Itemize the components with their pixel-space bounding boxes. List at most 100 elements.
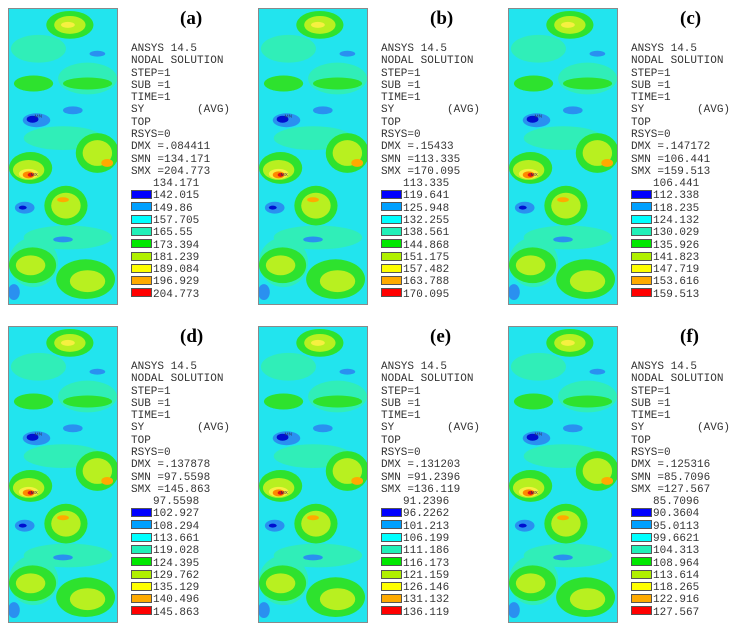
legend-value: 134.171 [153, 178, 200, 190]
legend-swatch [631, 532, 652, 542]
info-line: SY (AVG) [381, 422, 481, 435]
info-line: RSYS=0 [131, 447, 171, 460]
info-line: SUB =1 [131, 397, 171, 410]
legend-swatch [381, 251, 402, 261]
legend-value: 106.199 [403, 532, 450, 545]
legend-swatch [381, 202, 402, 212]
legend-swatch [631, 226, 652, 236]
legend-value: 145.863 [153, 606, 200, 619]
legend-value: 165.55 [153, 227, 193, 240]
legend-value: 153.616 [653, 276, 700, 289]
info-line: ANSYS 14.5 [631, 43, 698, 55]
max-marker: MX [531, 490, 539, 496]
legend-value: 85.7096 [653, 496, 700, 508]
legend-value: 124.132 [653, 214, 700, 227]
legend-swatch [631, 606, 652, 616]
panel-label: (e) [430, 326, 452, 347]
legend-swatch [631, 239, 652, 249]
info-line: TIME=1 [631, 92, 671, 105]
info-line: ANSYS 14.5 [381, 43, 448, 55]
info-line: SY (AVG) [131, 104, 231, 117]
legend-swatch [381, 532, 402, 542]
info-line: SY (AVG) [631, 104, 731, 117]
dmx-value: DMX =.137878 [131, 459, 211, 472]
legend-value: 116.173 [403, 557, 450, 570]
legend-swatch [631, 214, 652, 224]
legend-value: 108.294 [153, 520, 200, 533]
info-line: TIME=1 [631, 410, 671, 423]
info-line: TIME=1 [131, 410, 171, 423]
panel-label: (b) [430, 8, 454, 29]
legend-swatch [631, 251, 652, 261]
info-line: ANSYS 14.5 [631, 361, 698, 373]
solution-info: ANSYS 14.5 NODAL SOLUTION STEP=1 SUB =1 TIME… [631, 361, 730, 496]
info-line: TIME=1 [381, 410, 421, 423]
legend-value: 113.661 [153, 532, 200, 545]
smx-value: SMX =204.773 [131, 165, 211, 178]
min-marker: MN [35, 113, 43, 119]
legend-value: 122.916 [653, 594, 700, 607]
panel-label: (a) [180, 8, 203, 29]
legend-value: 151.175 [403, 251, 450, 264]
legend-value: 141.823 [653, 251, 700, 264]
legend-swatch [381, 520, 402, 530]
legend-value: 196.929 [153, 276, 200, 289]
legend-swatch [131, 532, 152, 542]
info-line: NODAL SOLUTION [381, 373, 474, 386]
info-line: NODAL SOLUTION [631, 373, 724, 386]
legend-swatch [131, 544, 152, 554]
info-line: SUB =1 [381, 397, 421, 410]
legend-swatch [381, 190, 402, 199]
info-line: NODAL SOLUTION [131, 55, 224, 68]
legend-value: 97.5598 [153, 496, 200, 508]
legend-swatch [131, 202, 152, 212]
solution-info: ANSYS 14.5 NODAL SOLUTION STEP=1 SUB =1 TIME… [631, 43, 730, 178]
stress-contour-plot: MN MX [258, 326, 368, 623]
info-line: ANSYS 14.5 [131, 43, 198, 55]
info-line: NODAL SOLUTION [131, 373, 224, 386]
legend-swatch [631, 508, 652, 517]
min-marker: MN [285, 113, 293, 119]
legend-value: 132.255 [403, 214, 450, 227]
info-line: SUB =1 [631, 397, 671, 410]
legend-swatch [631, 263, 652, 273]
legend-swatch [381, 544, 402, 554]
legend-swatch [131, 594, 152, 604]
legend-value: 189.084 [153, 264, 200, 277]
info-line: STEP=1 [631, 67, 671, 80]
legend-swatch [131, 214, 152, 224]
contour-panel: MN MX (f) ANSYS 14.5 NODAL SOLUTION STEP=1 SUB… [500, 318, 737, 630]
smx-value: SMX =136.119 [381, 483, 461, 496]
smx-value: SMX =145.863 [131, 483, 211, 496]
smn-value: SMN =85.7096 [631, 471, 711, 484]
legend-value: 113.614 [653, 569, 700, 582]
legend-value: 159.513 [653, 288, 700, 301]
legend-value: 157.482 [403, 264, 450, 277]
min-marker: MN [35, 431, 43, 437]
legend-value: 127.567 [653, 606, 700, 619]
solution-info: ANSYS 14.5 NODAL SOLUTION STEP=1 SUB =1 TIME… [381, 361, 480, 496]
legend-value: 136.119 [403, 606, 450, 619]
panel-label: (f) [680, 326, 699, 347]
dmx-value: DMX =.131203 [381, 459, 461, 472]
info-line: NODAL SOLUTION [381, 55, 474, 68]
info-line: RSYS=0 [381, 129, 421, 142]
legend-swatch [131, 288, 152, 298]
legend-swatch [131, 226, 152, 236]
legend-value: 108.964 [653, 557, 700, 570]
legend-value: 157.705 [153, 214, 200, 227]
legend-value: 131.132 [403, 594, 450, 607]
legend-swatch [381, 263, 402, 273]
legend-swatch [381, 594, 402, 604]
legend-swatch [381, 214, 402, 224]
info-line: TOP [131, 434, 151, 447]
legend-value: 101.213 [403, 520, 450, 533]
smn-value: SMN =106.441 [631, 153, 711, 166]
legend-value: 173.394 [153, 239, 200, 252]
info-line: TOP [631, 116, 651, 129]
legend-value: 96.2262 [403, 508, 450, 521]
min-marker: MN [535, 113, 543, 119]
legend-value: 130.029 [653, 227, 700, 240]
legend-swatch [381, 226, 402, 236]
smn-value: SMN =91.2396 [381, 471, 461, 484]
